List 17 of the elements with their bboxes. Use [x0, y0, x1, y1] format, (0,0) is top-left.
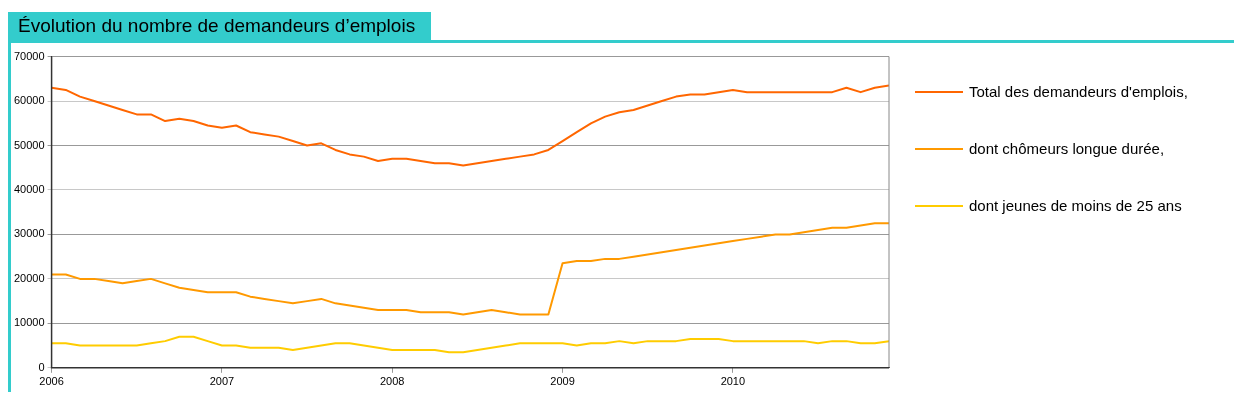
x-tick-label: 2007: [209, 375, 235, 388]
y-tick-label: 70000: [13, 49, 45, 62]
x-tick-label: 2009: [550, 375, 575, 388]
y-tick-label: 40000: [13, 183, 45, 195]
y-tick-label: 60000: [13, 94, 45, 107]
x-tick-label: 2008: [379, 375, 405, 388]
y-tick-label: 50000: [13, 138, 45, 151]
legend-label: dont chômeurs longue durée,: [969, 140, 1165, 157]
y-tick-label: 0: [38, 360, 45, 373]
y-tick-label: 10000: [13, 316, 45, 329]
legend-label: Total des demandeurs d'emplois,: [969, 83, 1188, 100]
legend-label: dont jeunes de moins de 25 ans: [969, 197, 1182, 214]
x-tick-label: 2006: [39, 375, 64, 388]
y-tick-label: 30000: [13, 227, 45, 240]
chart-title: Évolution du nombre de demandeurs d’emplois: [8, 12, 432, 40]
x-tick-label: 2010: [720, 375, 746, 388]
y-tick-label: 20000: [13, 271, 45, 284]
